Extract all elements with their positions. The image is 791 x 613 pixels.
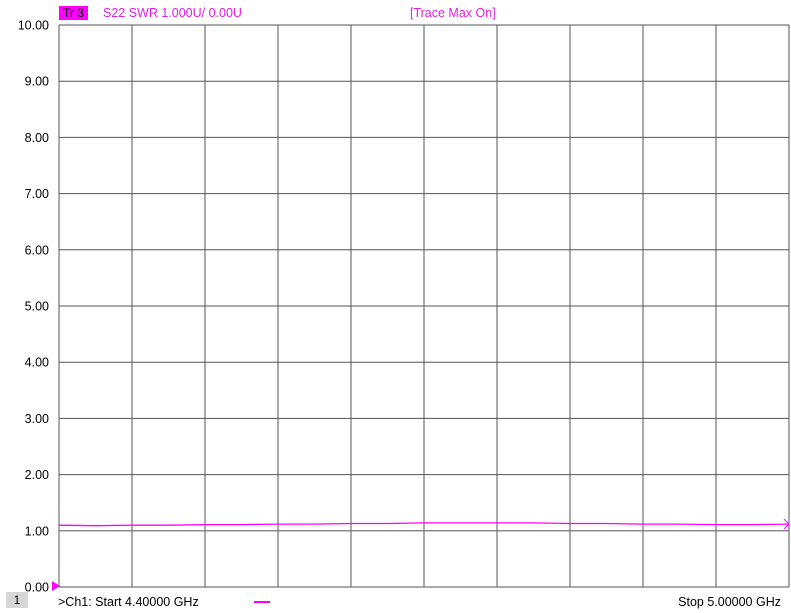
trace-description[interactable]: S22 SWR 1.000U/ 0.00U: [103, 6, 242, 20]
trace-number-badge[interactable]: Tr 3: [59, 6, 88, 20]
trace-legend-swatch: [254, 601, 270, 603]
start-frequency-label[interactable]: >Ch1: Start 4.40000 GHz: [58, 595, 199, 609]
trace-max-status: [Trace Max On]: [410, 6, 496, 20]
y-tick-label: 10.00: [18, 19, 49, 33]
y-tick-label: 7.00: [25, 187, 49, 201]
y-tick-label: 5.00: [25, 300, 49, 314]
trace: [58, 522, 790, 527]
y-tick-label: 9.00: [25, 75, 49, 89]
y-tick-label: 0.00: [25, 581, 49, 595]
reference-position-marker[interactable]: [52, 581, 60, 591]
y-tick-label: 3.00: [25, 412, 49, 426]
y-tick-labels: 0.00 1.00 2.00 3.00 4.00 5.00 6.00 7.00 8.00 9.00…: [18, 19, 49, 595]
y-tick-label: 1.00: [25, 524, 49, 538]
series-line: [58, 522, 790, 527]
grid: [58, 24, 790, 588]
y-tick-label: 4.00: [25, 356, 49, 370]
markers: [52, 518, 790, 591]
trace-end-marker: [783, 518, 790, 530]
y-tick-label: 2.00: [25, 468, 49, 482]
channel-number-badge[interactable]: 1: [6, 592, 28, 608]
y-tick-label: 8.00: [25, 131, 49, 145]
stop-frequency-label[interactable]: Stop 5.00000 GHz: [678, 595, 781, 609]
y-tick-label: 6.00: [25, 243, 49, 257]
